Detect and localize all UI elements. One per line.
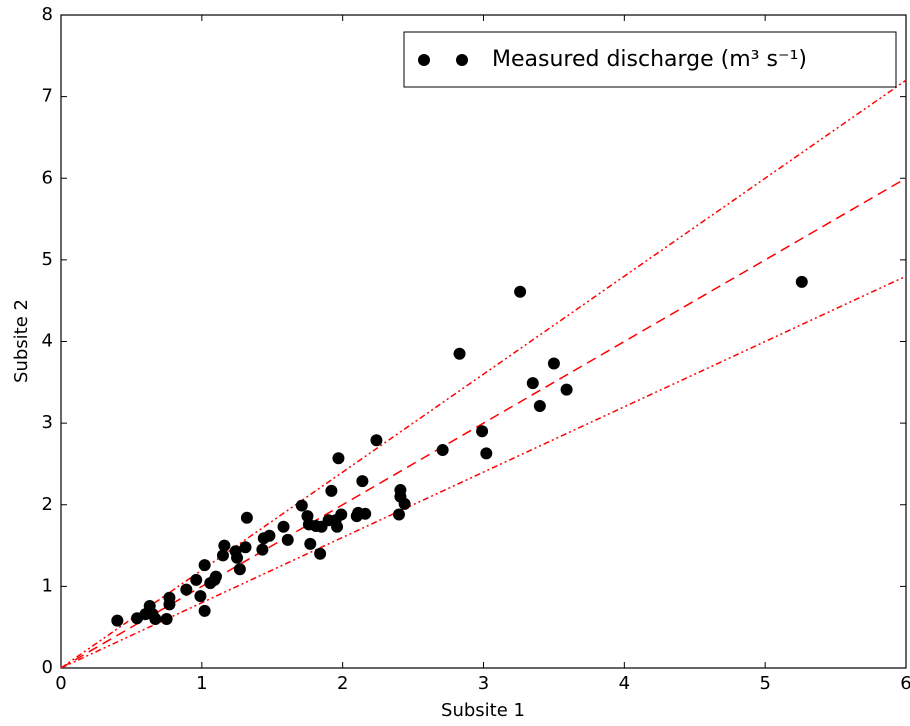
legend-label: Measured discharge (m³ s⁻¹) — [492, 47, 807, 72]
point — [453, 347, 466, 360]
point — [359, 507, 372, 520]
point — [180, 583, 193, 596]
point — [190, 573, 203, 586]
y-tick-label: 1 — [42, 575, 53, 596]
point — [533, 399, 546, 412]
point — [356, 475, 369, 488]
point — [239, 541, 252, 554]
y-tick-label: 3 — [42, 412, 53, 433]
point — [281, 533, 294, 546]
point — [436, 444, 449, 457]
legend-marker — [418, 54, 430, 66]
point — [393, 508, 405, 521]
legend-box — [403, 31, 897, 88]
plot-frame — [60, 14, 907, 669]
y-axis-label: Subsite 2 — [11, 299, 32, 383]
point — [163, 598, 176, 611]
point — [335, 508, 348, 521]
point — [209, 570, 222, 583]
point — [218, 539, 231, 552]
point — [480, 447, 493, 460]
point — [514, 285, 527, 298]
point — [233, 563, 246, 576]
point — [331, 520, 344, 533]
point — [111, 614, 124, 627]
point — [526, 377, 539, 390]
point — [332, 452, 345, 465]
x-tick-label: 3 — [478, 673, 489, 694]
point — [240, 511, 253, 524]
y-tick-label: 6 — [42, 167, 53, 188]
point — [149, 613, 162, 626]
point — [370, 434, 383, 447]
point — [231, 551, 244, 564]
point — [160, 613, 173, 626]
point — [277, 520, 290, 533]
y-tick-label: 5 — [42, 249, 53, 270]
point — [198, 559, 211, 572]
x-tick-label: 6 — [900, 673, 910, 694]
reference-line — [60, 177, 907, 669]
point — [216, 549, 229, 562]
point — [476, 425, 489, 438]
point — [560, 383, 573, 396]
y-tick-label: 8 — [42, 4, 53, 25]
x-tick-label: 5 — [759, 673, 770, 694]
point — [325, 484, 338, 497]
point — [295, 499, 308, 512]
y-tick-label: 4 — [42, 331, 53, 352]
point — [263, 529, 276, 542]
point — [304, 537, 317, 550]
x-tick-label: 4 — [619, 673, 630, 694]
x-axis-label: Subsite 1 — [441, 700, 525, 721]
point — [194, 590, 207, 603]
point — [256, 543, 269, 556]
legend-marker — [456, 54, 468, 66]
x-tick-label: 2 — [337, 673, 348, 694]
x-tick-label: 0 — [55, 673, 66, 694]
point — [398, 497, 411, 510]
y-tick-label: 7 — [42, 86, 53, 107]
point — [547, 357, 560, 370]
point — [795, 275, 808, 288]
y-tick-label: 0 — [42, 657, 53, 678]
point — [198, 604, 211, 617]
y-tick-label: 2 — [42, 494, 53, 515]
reference-line — [60, 275, 907, 669]
x-tick-label: 1 — [196, 673, 207, 694]
point — [314, 547, 327, 560]
